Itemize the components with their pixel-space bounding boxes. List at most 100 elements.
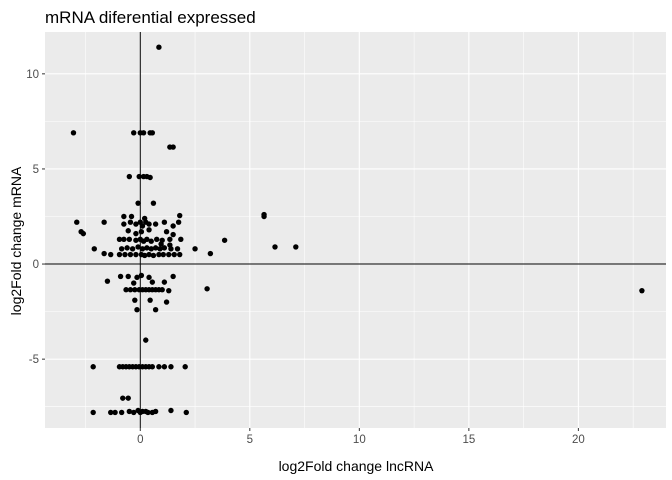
data-point [156,364,162,370]
data-point [163,229,170,235]
x-tick-label: 5 [247,434,253,446]
data-point [159,287,165,293]
data-point [122,251,128,258]
data-point [154,236,160,243]
data-point [166,287,172,294]
data-point [152,221,159,227]
data-point [144,236,150,243]
data-point [135,244,141,250]
data-point [127,219,134,225]
data-point [149,279,156,285]
x-axis-title: log2Fold change lncRNA [279,458,435,474]
data-point [150,200,157,206]
data-point [171,251,177,258]
data-point [134,274,140,281]
data-point [120,395,126,401]
data-point [138,272,145,279]
data-point [132,297,138,303]
data-point [182,364,188,370]
data-point [158,241,164,247]
data-point [128,213,135,220]
chart-title: mRNA diferential expressed [45,8,256,27]
data-point [149,364,156,370]
data-point [177,251,183,258]
data-point [118,246,125,252]
data-point [639,287,645,294]
data-point [70,130,77,136]
y-tick-label: 5 [33,164,39,176]
data-point [104,278,111,284]
data-point [144,245,150,251]
data-point [168,407,174,414]
data-point [146,221,152,227]
data-point [147,174,153,181]
data-point [145,409,151,416]
data-point [148,238,154,244]
y-tick-label: 0 [33,259,39,271]
data-point [175,219,182,225]
data-point [207,250,214,257]
data-point [161,364,168,370]
data-point [166,251,172,258]
data-point [90,364,96,370]
data-point [149,130,156,136]
data-point [112,409,118,416]
data-point [131,409,137,416]
data-point [170,223,176,229]
data-point [127,251,134,258]
x-tick-label: 20 [572,434,585,446]
data-point [183,409,189,416]
data-point [146,227,152,233]
data-point [152,408,159,415]
data-point [126,236,133,243]
data-point [129,246,136,252]
data-point [131,280,137,286]
data-point [161,279,168,285]
data-point [150,252,157,259]
data-point [178,236,184,243]
data-point [168,246,174,252]
data-point [272,244,278,250]
data-point [121,236,127,243]
data-point [147,297,153,303]
data-point [133,251,139,258]
data-points [70,44,645,416]
data-point [139,223,146,229]
data-point [101,250,107,257]
y-tick-label: -5 [29,354,39,366]
data-point [133,221,139,227]
data-point [138,229,145,235]
data-point [125,228,131,234]
data-point [121,221,127,227]
data-point [126,408,133,415]
data-point [91,246,97,252]
data-point [131,130,137,136]
data-point [108,251,114,258]
data-point [204,286,210,292]
data-point [116,251,123,258]
x-tick-label: 0 [137,434,143,446]
data-point [192,246,198,252]
data-point [80,230,87,237]
data-point [125,395,131,401]
y-axis-title: log2Fold change mRNA [8,166,24,315]
data-point [152,306,159,313]
data-point [177,212,183,219]
data-point [139,246,146,252]
data-point [293,244,299,250]
x-tick-label: 10 [353,434,366,446]
data-point [132,287,138,293]
data-point [170,144,176,150]
data-point [163,299,170,305]
data-point [170,231,176,238]
data-point [161,219,168,225]
data-point [116,236,123,243]
data-point [170,273,176,280]
data-point [125,273,131,280]
y-tick-label: 10 [26,69,39,81]
data-point [124,245,130,251]
data-point [167,236,173,243]
data-point [90,409,96,416]
x-axis: 0 5 10 15 20 [137,428,585,446]
